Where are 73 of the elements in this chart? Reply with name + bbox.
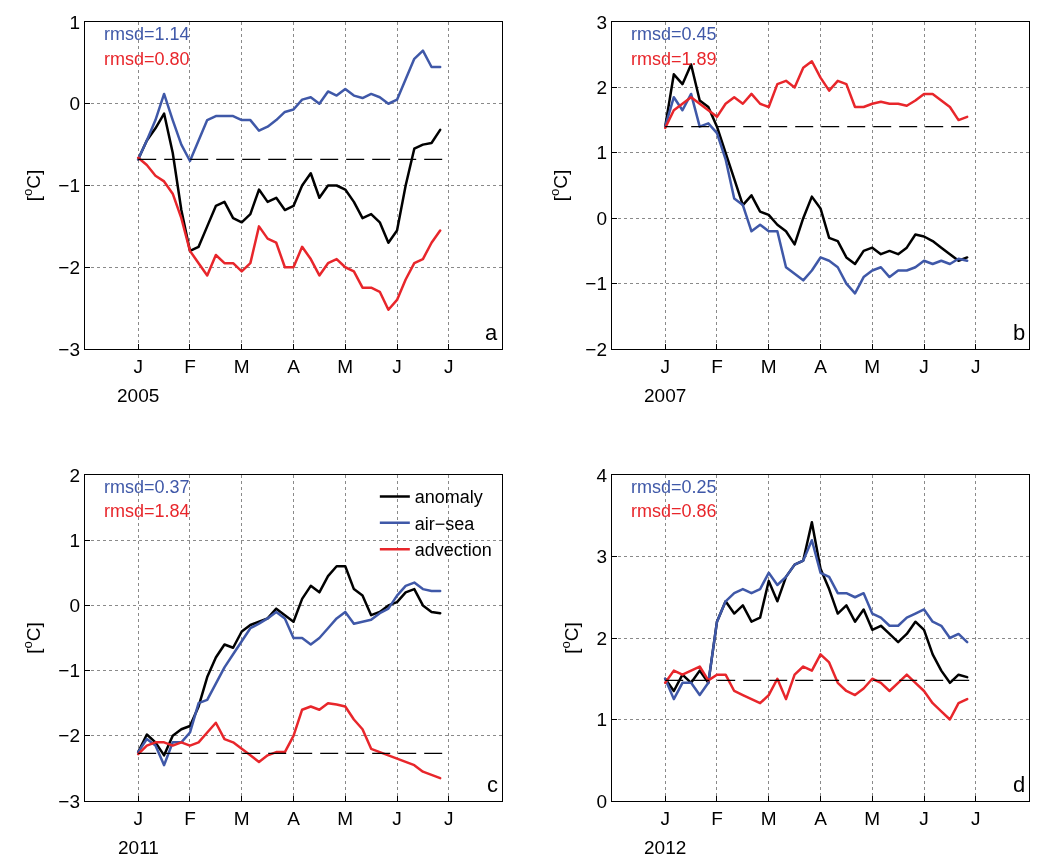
x-tick-label: J: [971, 808, 981, 829]
x-tick-label: M: [760, 356, 777, 377]
x-tick-label: J: [392, 808, 402, 829]
text: 2012: [644, 837, 687, 858]
x-tick-label: M: [233, 808, 250, 829]
x-tick-label: A: [287, 808, 301, 829]
x-tick-label: F: [711, 808, 723, 829]
annotation: rmsd=0.80: [104, 49, 190, 69]
text: a: [485, 320, 498, 345]
line-series: [663, 653, 969, 721]
line-series: [136, 156, 442, 312]
y-tick-label: 3: [596, 546, 607, 568]
x-tick-label: M: [337, 808, 354, 829]
y-tick-label: −1: [58, 660, 80, 682]
annotation: rmsd=1.84: [104, 501, 190, 521]
text: 2005: [117, 385, 160, 406]
y-tick-label: 1: [69, 529, 80, 551]
x-tick-label: J: [660, 356, 670, 377]
y-tick-label: −3: [58, 790, 80, 812]
legend-label: anomaly: [414, 487, 483, 508]
y-tick-label: 1: [596, 709, 607, 731]
annotation: rmsd=0.25: [631, 477, 717, 497]
annotation: rmsd=0.86: [631, 501, 717, 521]
x-tick-label: J: [919, 356, 929, 377]
y-tick-label: −2: [58, 725, 80, 747]
y-tick-label: −2: [585, 338, 607, 360]
x-tick-label: M: [233, 356, 250, 377]
x-tick-label: J: [971, 356, 981, 377]
x-tick-label: F: [711, 356, 723, 377]
y-tick-label: −1: [58, 175, 80, 197]
x-tick-label: M: [864, 356, 881, 377]
y-tick-label: 0: [69, 93, 80, 115]
y-tick-label: 3: [596, 11, 607, 33]
line-series: [663, 92, 969, 295]
y-tick-label: −2: [58, 256, 80, 278]
x-tick-label: A: [814, 808, 828, 829]
annotation: rmsd=0.45: [631, 24, 717, 44]
x-tick-label: F: [184, 808, 196, 829]
y-tick-label: 4: [596, 464, 608, 486]
x-tick-label: F: [184, 356, 196, 377]
text: d: [1013, 772, 1026, 797]
y-tick-label: 1: [69, 11, 80, 33]
y-tick-label: 2: [596, 77, 607, 99]
y-tick-label: −1: [585, 273, 607, 295]
x-tick-label: J: [392, 356, 402, 377]
x-tick-label: J: [919, 808, 929, 829]
x-tick-label: J: [133, 356, 143, 377]
y-tick-label: −3: [58, 338, 80, 360]
legend-label: air−sea: [414, 513, 476, 534]
text: c: [487, 772, 498, 797]
x-tick-label: J: [660, 808, 670, 829]
x-tick-label: A: [287, 356, 301, 377]
x-tick-label: J: [444, 356, 454, 377]
x-tick-label: M: [864, 808, 881, 829]
text: 2007: [644, 385, 687, 406]
annotation: rmsd=0.37: [104, 477, 190, 497]
x-tick-label: J: [133, 808, 143, 829]
legend-label: advection: [414, 540, 492, 561]
y-tick-label: 0: [596, 207, 607, 229]
y-tick-label: 1: [596, 142, 607, 164]
text: b: [1013, 320, 1026, 345]
y-tick-label: 2: [596, 627, 607, 649]
y-tick-label: 0: [69, 595, 80, 617]
annotation: rmsd=1.14: [104, 24, 190, 44]
line-series: [136, 701, 442, 780]
x-tick-label: J: [444, 808, 454, 829]
x-tick-label: M: [337, 356, 354, 377]
x-tick-label: M: [760, 808, 777, 829]
x-tick-label: A: [814, 356, 828, 377]
y-tick-label: 2: [69, 464, 80, 486]
text: 2011: [118, 837, 159, 858]
y-tick-label: 0: [596, 790, 607, 812]
annotation: rmsd=1.89: [631, 49, 717, 69]
